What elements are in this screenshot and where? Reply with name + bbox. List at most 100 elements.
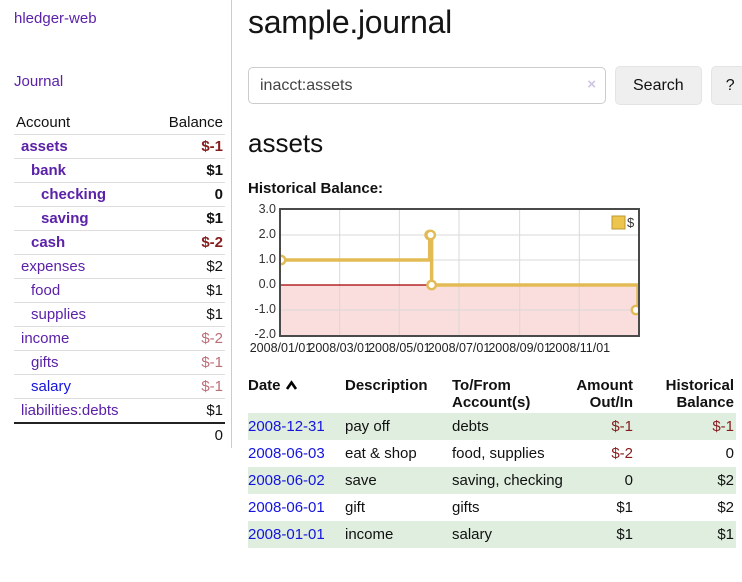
page-title: sample.journal <box>248 4 452 40</box>
register-amount: $1 <box>616 499 633 516</box>
account-link[interactable]: gifts <box>31 354 59 371</box>
account-balance: $1 <box>150 398 225 423</box>
brand-link[interactable]: hledger-web <box>14 10 97 27</box>
account-balance: $-2 <box>150 230 225 255</box>
register-amount: $-2 <box>611 445 633 462</box>
account-link[interactable]: salary <box>31 378 72 395</box>
y-tick-label: 1.0 <box>258 252 276 266</box>
account-link[interactable]: food <box>31 282 61 299</box>
account-balance: $2 <box>150 254 225 279</box>
accounts-table: Account Balance assets $-1 bank $1 checking 0… <box>14 111 225 447</box>
search-button[interactable]: Search <box>615 66 702 105</box>
account-link[interactable]: liabilities:debts <box>21 402 119 419</box>
app-layout: hledger-web Journal Account Balance asse… <box>0 0 742 548</box>
x-tick-label: 2008/05/01 <box>368 341 431 355</box>
sidebar: hledger-web Journal Account Balance asse… <box>0 0 232 448</box>
search-bar: × Search ? <box>248 66 742 105</box>
x-tick-label: 2008/09/01 <box>488 341 551 355</box>
account-link[interactable]: bank <box>31 162 67 179</box>
account-row: food $1 <box>14 278 225 303</box>
clear-search-icon[interactable]: × <box>587 76 596 93</box>
account-link[interactable]: cash <box>31 234 66 251</box>
accounts-total-value: 0 <box>150 422 225 447</box>
account-row: bank $1 <box>14 158 225 183</box>
register-date[interactable]: 2008-06-02 <box>248 467 345 494</box>
register-table: Date Description To/From Account(s) Amou… <box>248 375 736 548</box>
account-row: liabilities:debts $1 <box>14 398 225 423</box>
account-link[interactable]: checking <box>41 186 107 203</box>
account-link[interactable]: supplies <box>31 306 87 323</box>
svg-text:$: $ <box>627 215 635 230</box>
sort-asc-icon <box>285 378 298 395</box>
account-balance: $-1 <box>150 350 225 375</box>
account-balance: $1 <box>150 206 225 231</box>
accounts-total-row: 0 <box>14 422 225 447</box>
register-accounts: debts <box>452 413 574 440</box>
x-tick-label: 2008/03/01 <box>308 341 371 355</box>
register-accounts: food, supplies <box>452 445 545 462</box>
account-row: saving $1 <box>14 206 225 231</box>
register-col-balance: Historical Balance <box>665 377 734 411</box>
register-tbody: 2008-12-31 pay off debts $-1 $-1 2008-06-03 ea… <box>248 413 736 548</box>
help-button[interactable]: ? <box>710 66 742 105</box>
account-link[interactable]: assets <box>21 138 68 155</box>
x-tick-label: 2008/11/01 <box>548 341 611 355</box>
register-balance: $-1 <box>641 413 736 440</box>
account-row: salary $-1 <box>14 374 225 399</box>
x-tick-label: 2008/01/01 <box>249 341 313 355</box>
y-tick-label: -2.0 <box>254 327 276 341</box>
historical-balance-chart: 3.0 2.0 1.0 0.0 -1.0 -2.0 $ 2008/01/01 2008/03… <box>248 202 688 358</box>
chart-plot-area[interactable]: $ <box>279 208 640 337</box>
account-heading: assets <box>248 128 324 158</box>
account-link[interactable]: saving <box>41 210 89 227</box>
register-balance: $1 <box>641 521 736 548</box>
y-tick-label: 3.0 <box>258 202 276 216</box>
register-amount: $1 <box>574 521 641 548</box>
x-tick-label: 2008/07/01 <box>427 341 491 355</box>
account-balance: $1 <box>150 158 225 183</box>
account-balance: $1 <box>150 302 225 327</box>
accounts-col-account: Account <box>16 114 71 131</box>
transaction-date-link[interactable]: 2008-06-02 <box>248 472 325 489</box>
account-row: checking 0 <box>14 182 225 207</box>
register-row: 2008-06-03 eat & shop food, supplies $-2 0 <box>248 440 736 467</box>
register-balance: $2 <box>717 499 734 516</box>
register-row: 2008-06-02 save saving, checking 0 $2 <box>248 467 736 494</box>
register-date[interactable]: 2008-06-03 <box>248 440 345 467</box>
account-balance: 0 <box>150 182 225 207</box>
register-balance: 0 <box>725 445 734 462</box>
register-col-description: Description <box>345 377 428 394</box>
register-date[interactable]: 2008-01-01 <box>248 521 345 548</box>
register-accounts: gifts <box>452 499 480 516</box>
account-balance: $1 <box>150 278 225 303</box>
search-input[interactable] <box>248 67 606 104</box>
y-tick-label: -1.0 <box>254 302 276 316</box>
register-amount: $-1 <box>574 413 641 440</box>
account-link[interactable]: income <box>21 330 70 347</box>
main-content: sample.journal × Search ? assets Histori… <box>232 0 742 548</box>
register-description: pay off <box>345 413 452 440</box>
transaction-date-link[interactable]: 2008-06-01 <box>248 499 325 516</box>
register-col-date[interactable]: Date <box>248 375 345 413</box>
account-row: gifts $-1 <box>14 350 225 375</box>
register-row: 2008-01-01 income salary $1 $1 <box>248 521 736 548</box>
account-link[interactable]: expenses <box>21 258 86 275</box>
register-accounts: saving, checking <box>452 467 574 494</box>
y-tick-label: 2.0 <box>258 227 276 241</box>
account-row: supplies $1 <box>14 302 225 327</box>
y-tick-label: 0.0 <box>258 277 276 291</box>
register-row: 2008-12-31 pay off debts $-1 $-1 <box>248 413 736 440</box>
transaction-date-link[interactable]: 2008-01-01 <box>248 526 325 543</box>
register-description: gift <box>345 499 366 516</box>
register-date[interactable]: 2008-06-01 <box>248 494 345 521</box>
sidebar-item-journal[interactable]: Journal <box>14 73 64 90</box>
chart-section-label: Historical Balance: <box>248 180 384 197</box>
account-balance: $-1 <box>150 134 225 159</box>
transaction-date-link[interactable]: 2008-06-03 <box>248 445 325 462</box>
register-col-accounts: To/From Account(s) <box>452 377 531 411</box>
accounts-tbody: assets $-1 bank $1 checking 0 saving $1 cash $-2 e… <box>14 134 225 423</box>
register-date[interactable]: 2008-12-31 <box>248 413 345 440</box>
transaction-date-link[interactable]: 2008-12-31 <box>248 418 325 435</box>
register-row: 2008-06-01 gift gifts $1 $2 <box>248 494 736 521</box>
register-amount: 0 <box>574 467 641 494</box>
